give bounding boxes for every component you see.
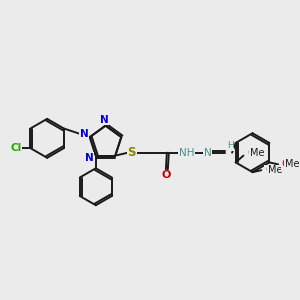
Text: S: S xyxy=(128,146,136,159)
Text: N: N xyxy=(80,129,88,139)
Text: N: N xyxy=(204,148,212,158)
Text: Me: Me xyxy=(268,165,282,175)
Text: Cl: Cl xyxy=(10,143,21,153)
Text: O: O xyxy=(161,170,171,180)
Text: O: O xyxy=(247,148,255,158)
Text: H: H xyxy=(227,141,233,150)
Text: O: O xyxy=(282,159,290,170)
Text: Me: Me xyxy=(284,159,299,170)
Text: O: O xyxy=(265,165,273,175)
Text: N: N xyxy=(100,115,109,125)
Text: Me: Me xyxy=(250,148,264,158)
Text: NH: NH xyxy=(178,148,194,158)
Text: N: N xyxy=(85,152,93,163)
